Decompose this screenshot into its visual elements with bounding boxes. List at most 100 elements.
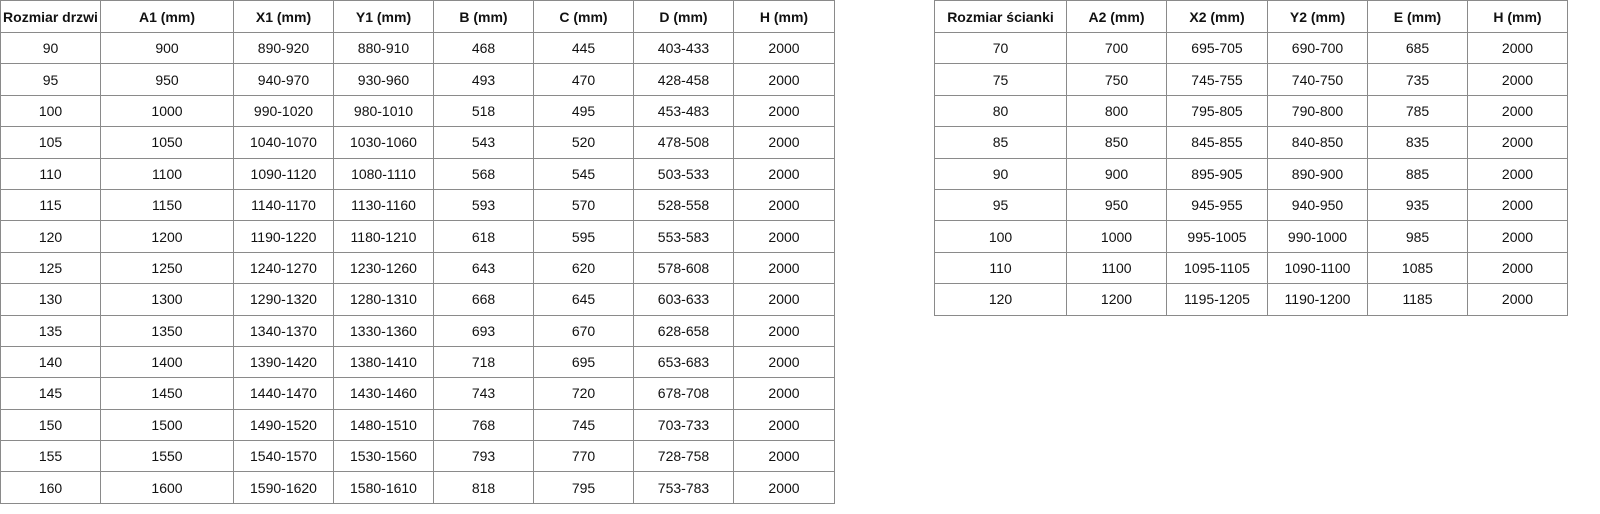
table-cell: 1240-1270 [233, 251, 334, 285]
table-cell: 2000 [1467, 126, 1568, 159]
table-cell: 100 [934, 220, 1067, 253]
table-cell: 1590-1620 [233, 471, 334, 504]
table-row: 95 950 945-955 940-950 935 2000 [934, 188, 1568, 222]
table-cell: 1150 [100, 188, 234, 222]
table-cell: 1080-1110 [333, 157, 434, 190]
column-header: Rozmiar ścianki [934, 0, 1067, 33]
table-cell: 1050 [100, 126, 234, 159]
table-row: 120 1200 1195-1205 1190-1200 1185 2000 [934, 283, 1568, 316]
table-cell: 1185 [1367, 283, 1468, 316]
table-row: 105 1050 1040-1070 1030-1060 543 520 478-508 20… [0, 126, 835, 159]
table-cell: 2000 [1467, 283, 1568, 316]
table-cell: 790-800 [1267, 94, 1368, 128]
column-header: C (mm) [533, 0, 634, 33]
table-cell: 2000 [1467, 157, 1568, 190]
table-cell: 1290-1320 [233, 283, 334, 316]
table-row: 90 900 890-920 880-910 468 445 403-433 2000 [0, 31, 835, 65]
table-cell: 1030-1060 [333, 126, 434, 159]
table-cell: 545 [533, 157, 634, 190]
table-row: 90 900 895-905 890-900 885 2000 [934, 157, 1568, 190]
table-cell: 945-955 [1166, 188, 1268, 222]
table-cell: 2000 [733, 188, 835, 222]
column-header: X1 (mm) [233, 0, 334, 33]
table-cell: 768 [433, 408, 534, 442]
table-cell: 120 [934, 283, 1067, 316]
table-row: 135 1350 1340-1370 1330-1360 693 670 628-658 20… [0, 314, 835, 347]
table-row: 120 1200 1190-1220 1180-1210 618 595 553-583 20… [0, 220, 835, 253]
table-cell: 2000 [733, 251, 835, 285]
table-cell: 115 [0, 188, 101, 222]
table-cell: 553-583 [633, 220, 734, 253]
table-cell: 428-458 [633, 63, 734, 96]
table-cell: 800 [1066, 94, 1167, 128]
table-cell: 593 [433, 188, 534, 222]
table-cell: 470 [533, 63, 634, 96]
table-row: 70 700 695-705 690-700 685 2000 [934, 31, 1568, 65]
table-cell: 2000 [733, 283, 835, 316]
table-cell: 568 [433, 157, 534, 190]
table-cell: 1085 [1367, 251, 1468, 285]
table-cell: 1530-1560 [333, 440, 434, 473]
table-cell: 1400 [100, 345, 234, 379]
table-cell: 1500 [100, 408, 234, 442]
table-cell: 735 [1367, 63, 1468, 96]
table-cell: 845-855 [1166, 126, 1268, 159]
table-cell: 2000 [1467, 220, 1568, 253]
table-cell: 2000 [733, 377, 835, 410]
table-cell: 578-608 [633, 251, 734, 285]
table-cell: 80 [934, 94, 1067, 128]
table-cell: 520 [533, 126, 634, 159]
header-row: Rozmiar ścianki A2 (mm) X2 (mm) Y2 (mm) E (m… [934, 0, 1568, 33]
table-cell: 1090-1100 [1267, 251, 1368, 285]
table-cell: 90 [0, 31, 101, 65]
table-cell: 628-658 [633, 314, 734, 347]
table-cell: 110 [934, 251, 1067, 285]
table-cell: 403-433 [633, 31, 734, 65]
table-cell: 695-705 [1166, 31, 1268, 65]
table-cell: 835 [1367, 126, 1468, 159]
column-header: H (mm) [1467, 0, 1568, 33]
table-cell: 770 [533, 440, 634, 473]
column-header: X2 (mm) [1166, 0, 1268, 33]
table-cell: 895-905 [1166, 157, 1268, 190]
table-cell: 745-755 [1166, 63, 1268, 96]
table-cell: 1350 [100, 314, 234, 347]
table-row: 155 1550 1540-1570 1530-1560 793 770 728-758 20… [0, 440, 835, 473]
table-cell: 795-805 [1166, 94, 1268, 128]
table-cell: 880-910 [333, 31, 434, 65]
table-cell: 105 [0, 126, 101, 159]
table-row: 160 1600 1590-1620 1580-1610 818 795 753-783 20… [0, 471, 835, 504]
table-cell: 690-700 [1267, 31, 1368, 65]
column-header: Y1 (mm) [333, 0, 434, 33]
table-cell: 155 [0, 440, 101, 473]
table-cell: 2000 [733, 440, 835, 473]
table-cell: 543 [433, 126, 534, 159]
table-cell: 603-633 [633, 283, 734, 316]
column-header: Rozmiar drzwi [0, 0, 101, 33]
table-cell: 2000 [733, 220, 835, 253]
table-cell: 990-1000 [1267, 220, 1368, 253]
table-cell: 1200 [100, 220, 234, 253]
table-cell: 1440-1470 [233, 377, 334, 410]
table-cell: 1600 [100, 471, 234, 504]
table-cell: 1190-1200 [1267, 283, 1368, 316]
table-cell: 1540-1570 [233, 440, 334, 473]
table-cell: 1200 [1066, 283, 1167, 316]
table-cell: 495 [533, 94, 634, 128]
table-cell: 100 [0, 94, 101, 128]
table-cell: 753-783 [633, 471, 734, 504]
table-cell: 1550 [100, 440, 234, 473]
column-header: A1 (mm) [100, 0, 234, 33]
table-cell: 670 [533, 314, 634, 347]
column-header: H (mm) [733, 0, 835, 33]
table-cell: 1180-1210 [333, 220, 434, 253]
table-cell: 85 [934, 126, 1067, 159]
table-cell: 468 [433, 31, 534, 65]
table-cell: 885 [1367, 157, 1468, 190]
table-cell: 130 [0, 283, 101, 316]
table-cell: 850 [1066, 126, 1167, 159]
table-cell: 1095-1105 [1166, 251, 1268, 285]
wall-size-table: Rozmiar ścianki A2 (mm) X2 (mm) Y2 (mm) E (m… [934, 0, 1568, 316]
table-cell: 95 [0, 63, 101, 96]
table-row: 80 800 795-805 790-800 785 2000 [934, 94, 1568, 128]
